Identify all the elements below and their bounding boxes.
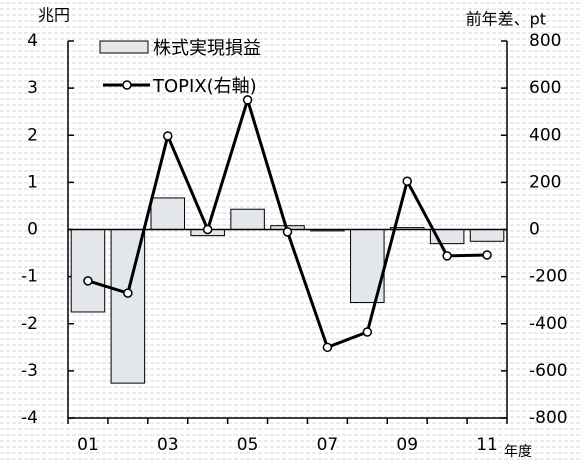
y-tick-label: 4 [27,31,38,51]
line-marker [442,251,452,261]
y-tick-label: 0 [27,220,38,240]
line-marker [163,131,173,141]
x-tick-label: 11 [476,435,498,455]
y2-tick-label: 0 [529,220,540,240]
line-marker [242,95,253,105]
line-marker [123,288,133,298]
y2-tick-label: 800 [529,31,561,51]
line-marker [282,227,293,237]
y2-tick-label: 600 [529,78,561,98]
line-marker [482,250,492,260]
x-tick-label: 01 [77,435,99,455]
y-axis-label: 兆円 [38,6,70,25]
x-tick-label: 03 [157,435,179,455]
y2-tick-label: -400 [529,314,568,334]
y-tick-label: -3 [21,361,38,381]
y2-axis-label: 前年差、pt [466,10,546,29]
y-tick-label: 3 [27,78,38,98]
bar [230,208,265,231]
y-tick-label: 2 [27,125,38,145]
y-tick-label: 1 [27,172,38,192]
bar [70,229,106,313]
legend-swatch [99,40,149,54]
x-tick-label: 05 [237,435,259,455]
legend-marker [122,80,132,90]
y2-tick-label: -800 [529,408,568,428]
y2-tick-label: 200 [529,172,561,192]
line-marker [362,327,373,337]
x-tick-label: 09 [396,435,418,455]
line-marker [83,276,93,286]
y-tick-label: -2 [21,314,38,334]
legend-label: 株式実現損益 [153,38,261,59]
y-tick-label: -1 [21,267,38,287]
x-axis-label: 年度 [504,444,532,460]
x-tick-label: 07 [317,435,339,455]
line-marker [322,342,333,353]
y2-tick-label: -600 [529,361,568,381]
legend-label: TOPIX(右軸) [152,76,257,97]
y-tick-label: -4 [21,408,38,428]
bar [150,197,186,231]
bar [469,229,505,242]
line-marker [402,176,412,186]
line-marker [202,224,213,235]
y2-tick-label: 400 [529,125,561,145]
y2-tick-label: -200 [529,267,568,287]
